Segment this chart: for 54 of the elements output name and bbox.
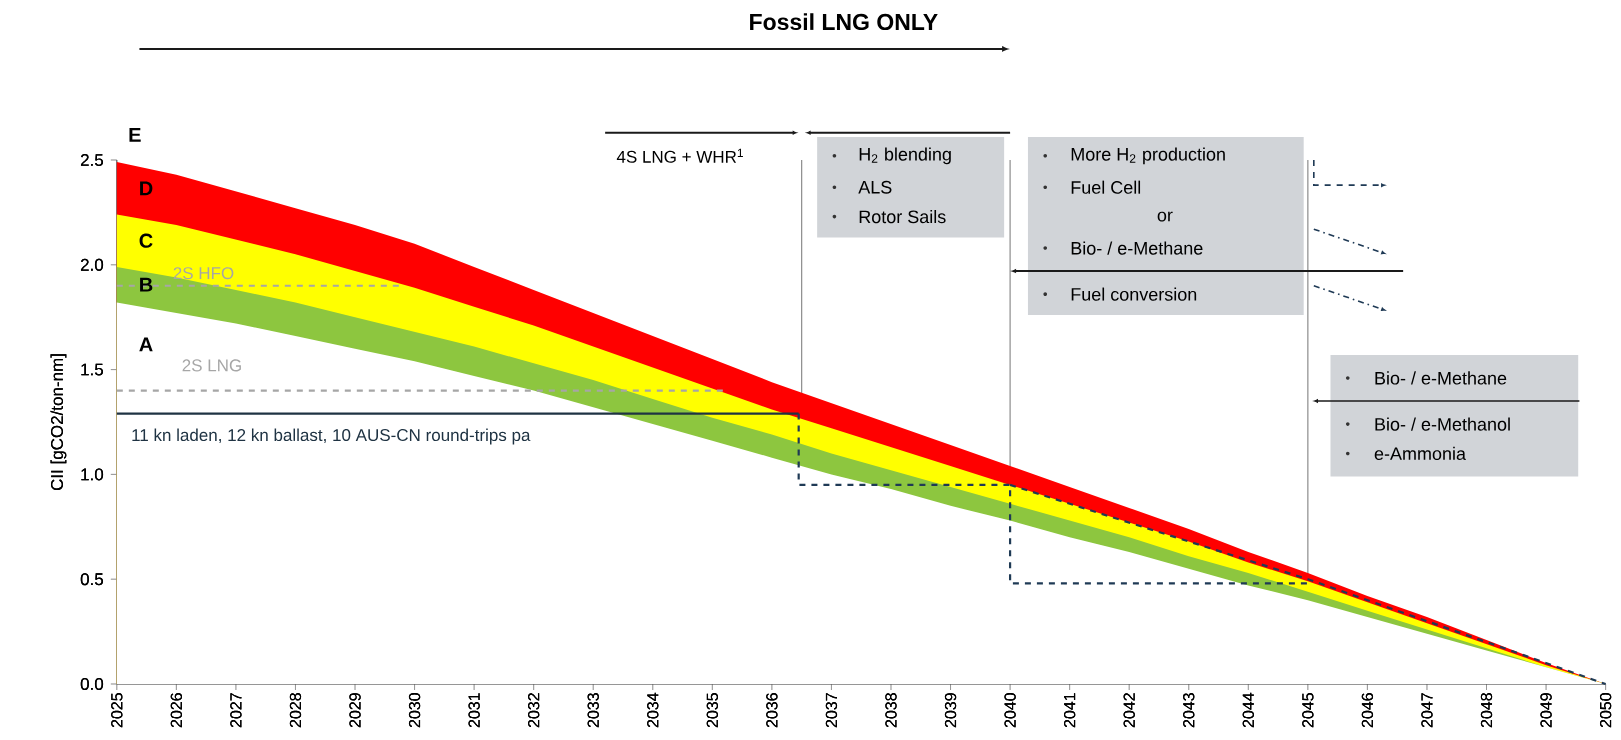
x-tick-label: 2043: [1183, 693, 1195, 728]
x-tick-label: 2037: [825, 693, 838, 728]
x-tick-label: 2041: [1063, 693, 1076, 728]
x-tick-label: 2036: [766, 693, 778, 728]
y-tick-label: 2.0: [80, 258, 104, 271]
annotation: ALS: [858, 180, 892, 194]
annotation: Bio- / e-Methane: [1071, 241, 1203, 255]
text: E: [129, 127, 141, 142]
annotation: Bio- / e-Methane: [1375, 371, 1507, 385]
annotation: or: [1157, 211, 1173, 222]
x-tick-label: 2046: [1361, 693, 1374, 728]
series-label: 11 kn laden, 12 kn ballast, 10 AUS-CN round-trips pa: [132, 428, 531, 445]
x-tick-label: 2042: [1123, 693, 1135, 728]
annotation: More H$_{2}$ production: [1071, 147, 1225, 165]
annotation: Bio- / e-Methanol: [1375, 417, 1510, 431]
series-label: D: [140, 181, 153, 196]
annotation: H$_{2}$ blending: [859, 147, 951, 165]
x-tick-label: 2028: [289, 693, 302, 728]
annotation: Rotor Sails: [859, 209, 946, 224]
x-tick-label: 2038: [885, 693, 897, 728]
x-tick-label: 2040: [1004, 693, 1016, 728]
x-tick-label: 2049: [1540, 693, 1552, 728]
y-tick-label: 0.5: [80, 573, 104, 586]
x-tick-label: 2030: [408, 693, 421, 728]
y-tick-label: 1.0: [81, 468, 104, 481]
y-tick-label: 2.5: [80, 154, 104, 167]
series-label: 2S LNG: [182, 359, 241, 372]
x-tick-label: 2026: [170, 693, 183, 728]
series-label: B: [140, 277, 153, 292]
annotation: Fuel conversion: [1071, 287, 1197, 301]
x-tick-label: 2031: [468, 693, 480, 728]
annotation: 4S LNG + WHR$^{1}$: [616, 148, 743, 163]
x-tick-label: 2032: [528, 693, 540, 728]
x-tick-label: 2027: [230, 693, 242, 728]
text: Fossil LNG ONLY: [750, 13, 938, 31]
series-label: C: [139, 233, 153, 248]
x-tick-label: 2025: [111, 693, 123, 728]
annotation: e-Ammonia: [1374, 446, 1466, 461]
series-label: A: [139, 337, 153, 352]
x-tick-label: 2033: [587, 693, 599, 728]
x-tick-label: 2044: [1242, 692, 1254, 728]
x-tick-label: 2050: [1599, 693, 1612, 728]
series-label: 2S HFO: [173, 267, 234, 280]
x-tick-label: 2048: [1480, 693, 1493, 728]
y-tick-label: 1.5: [81, 363, 104, 376]
y-axis-title: CII [gCO2/ton-nm]: [50, 354, 67, 491]
x-tick-label: 2035: [706, 693, 718, 728]
x-tick-label: 2039: [944, 693, 957, 728]
x-tick-label: 2029: [349, 693, 361, 728]
x-tick-label: 2034: [647, 692, 659, 728]
x-tick-label: 2047: [1421, 693, 1433, 728]
x-tick-label: 2045: [1302, 693, 1314, 728]
y-tick-label: 0.0: [80, 677, 104, 691]
annotation: Fuel Cell: [1071, 180, 1141, 194]
